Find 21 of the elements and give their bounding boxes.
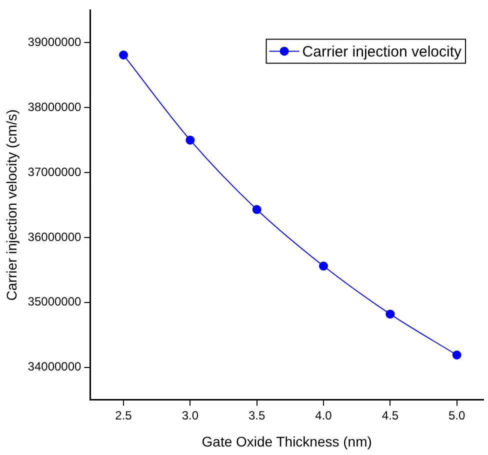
x-tick-label: 2.5 [115,408,132,422]
x-tick-label: 3.0 [182,408,199,422]
y-tick-label: 39000000 [28,34,82,49]
y-tick-label: 38000000 [28,100,82,114]
y-tick-label: 34000000 [28,360,82,374]
x-tick-label: 4.0 [315,408,332,422]
point [386,310,395,319]
y-tick-label: 36000000 [28,230,82,244]
x-tick-label: 4.5 [382,408,399,422]
y-tick-label: 37000000 [28,164,82,179]
x-tick-label: 3.5 [248,408,266,422]
point [252,205,262,214]
y-tick-label: 35000000 [28,294,82,309]
x-tick-label: 5.0 [448,408,466,422]
point [319,262,328,271]
point [119,50,128,60]
point [452,350,462,360]
x-axis-title: Gate Oxide Thickness (nm) [202,433,372,450]
point [186,136,195,145]
y-axis-title: Carrier injection velocity (cm/s) [3,109,20,301]
legend-label: Carrier injection velocity [302,43,462,60]
